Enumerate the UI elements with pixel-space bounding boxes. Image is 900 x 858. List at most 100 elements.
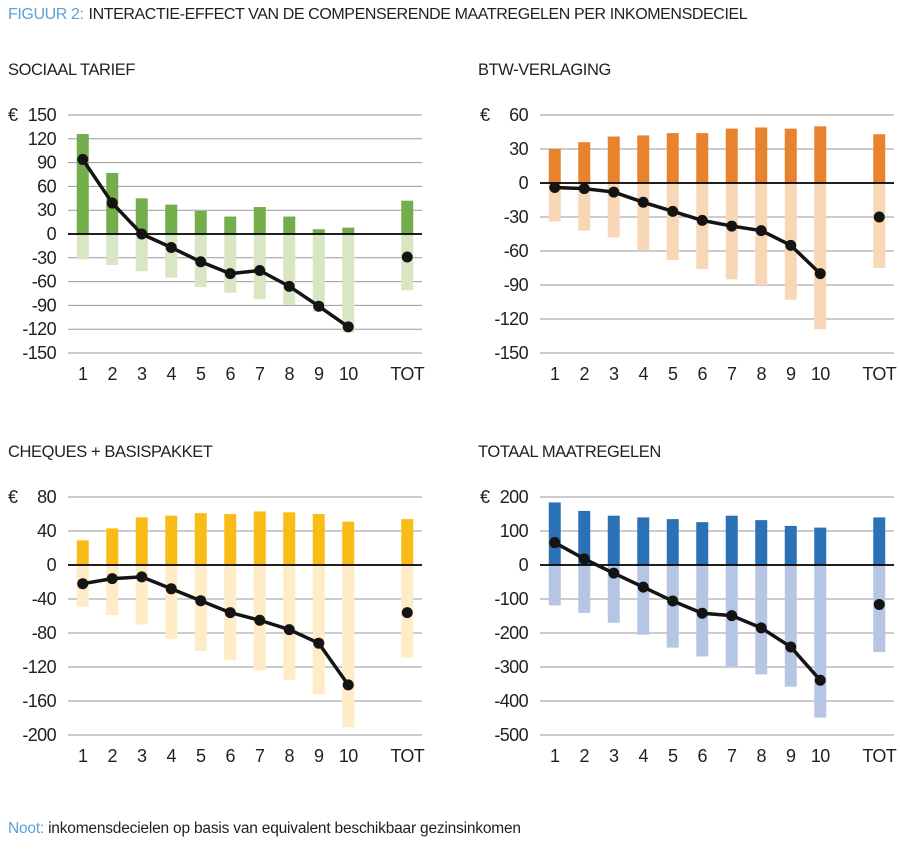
bar-positive — [873, 517, 886, 565]
figure-number-label: FIGUUR 2: — [8, 6, 84, 23]
chart-title: TOTAAL MAATREGELEN — [478, 443, 661, 461]
net-dot — [106, 197, 118, 209]
net-dot — [873, 211, 885, 223]
bar-negative — [165, 234, 178, 278]
y-tick-label: 0 — [519, 555, 529, 575]
net-dot — [785, 641, 797, 653]
net-line-path — [82, 575, 350, 686]
bar-positive — [814, 126, 827, 183]
x-tick-label: 1 — [550, 364, 560, 384]
y-tick-label: 200 — [500, 487, 529, 507]
currency-symbol: € — [8, 487, 18, 507]
x-tick-label: 9 — [786, 364, 796, 384]
x-tick-label: 1 — [78, 746, 88, 766]
chart-title: BTW-VERLAGING — [478, 61, 611, 79]
net-dot — [77, 153, 89, 165]
x-tick-label: 3 — [137, 746, 147, 766]
currency-symbol: € — [8, 105, 18, 125]
bar-negative — [637, 183, 650, 250]
bar-negative — [283, 565, 296, 680]
net-dot — [165, 241, 177, 253]
net-dot — [401, 607, 413, 619]
y-tick-label: 60 — [37, 176, 56, 196]
bar-positive — [696, 133, 709, 183]
y-tick-label: -30 — [32, 248, 57, 268]
axis-tick-labels: 200 €100 0 -100 -200 -300 -400 -500 1 2 3 4 5 6 7 8 9 10 T… — [480, 487, 897, 766]
bar-negative — [342, 234, 355, 333]
bar-positive — [194, 513, 207, 565]
y-tick-label: 0 — [47, 555, 57, 575]
net-dot — [283, 624, 295, 636]
x-tick-label: TOT — [390, 364, 424, 384]
bar-negative — [194, 565, 207, 651]
net-dot — [313, 300, 325, 312]
y-tick-label: -100 — [494, 589, 528, 609]
bars — [76, 511, 414, 728]
bar-positive — [312, 229, 325, 234]
x-tick-label: 2 — [580, 746, 590, 766]
net-dot — [608, 567, 620, 579]
bar-positive — [106, 528, 119, 565]
chart-cheques-basispakket: 80 €40 0 -40 -80 -120 -160 -200 1 2 3 4 5 6 7 8 9 10 TOT — [8, 487, 425, 766]
gridlines — [68, 496, 422, 736]
net-dot — [755, 622, 767, 634]
bar-negative — [696, 183, 709, 270]
y-tick-label: 150 — [28, 105, 57, 125]
bar-positive — [578, 510, 591, 565]
net-dot — [608, 186, 620, 198]
x-tick-label: 4 — [167, 364, 177, 384]
net-dot — [726, 220, 738, 232]
bar-negative — [814, 183, 827, 330]
bar-negative — [165, 565, 178, 639]
net-dot — [785, 239, 797, 251]
net-dot — [873, 598, 885, 610]
currency-symbol: € — [480, 105, 490, 125]
x-tick-label: 3 — [137, 364, 147, 384]
bar-positive — [312, 514, 325, 565]
bar-positive — [283, 512, 296, 565]
bar-negative — [76, 234, 89, 260]
bar-positive — [578, 142, 591, 183]
bar-negative — [548, 565, 561, 606]
bar-negative — [578, 183, 591, 231]
x-tick-label: 4 — [639, 746, 649, 766]
y-tick-label: -400 — [494, 691, 528, 711]
bar-positive — [666, 133, 679, 183]
bar-positive — [755, 127, 768, 183]
x-tick-label: 6 — [226, 746, 236, 766]
y-tick-label: 30 — [37, 200, 56, 220]
x-tick-label: 6 — [698, 364, 708, 384]
bar-positive — [401, 519, 414, 565]
bar-positive — [607, 136, 620, 183]
bars — [548, 126, 886, 330]
net-dot — [401, 251, 413, 263]
net-dot — [136, 228, 148, 240]
y-tick-label: -300 — [494, 657, 528, 677]
x-tick-label: 7 — [255, 746, 265, 766]
bar-positive — [548, 502, 561, 565]
bar-positive — [401, 200, 414, 234]
y-tick-label: -60 — [504, 241, 529, 261]
net-dot — [195, 595, 207, 607]
y-tick-label: -200 — [494, 623, 528, 643]
net-dot — [667, 205, 679, 217]
x-tick-label: 7 — [727, 364, 737, 384]
y-tick-label: -60 — [32, 272, 57, 292]
y-tick-label: -80 — [32, 623, 57, 643]
bar-negative — [283, 234, 296, 305]
bar-negative — [106, 565, 119, 616]
y-tick-label: -160 — [22, 691, 56, 711]
y-tick-label: -90 — [504, 275, 529, 295]
currency-symbol: € — [480, 487, 490, 507]
y-tick-label: -90 — [32, 295, 57, 315]
x-tick-label: 4 — [639, 364, 649, 384]
chart-panel-sociaal-tarief: SOCIAAL TARIEF 150 €120 90 60 30 0 -30 -60 -90 -1… — [0, 60, 450, 428]
gridlines — [68, 114, 422, 354]
net-dot — [549, 182, 561, 194]
net-dot — [814, 268, 826, 280]
bar-positive — [253, 511, 266, 565]
bar-positive — [224, 216, 237, 234]
bar-positive — [637, 517, 650, 565]
bar-positive — [342, 521, 355, 565]
x-tick-label: 2 — [108, 364, 118, 384]
